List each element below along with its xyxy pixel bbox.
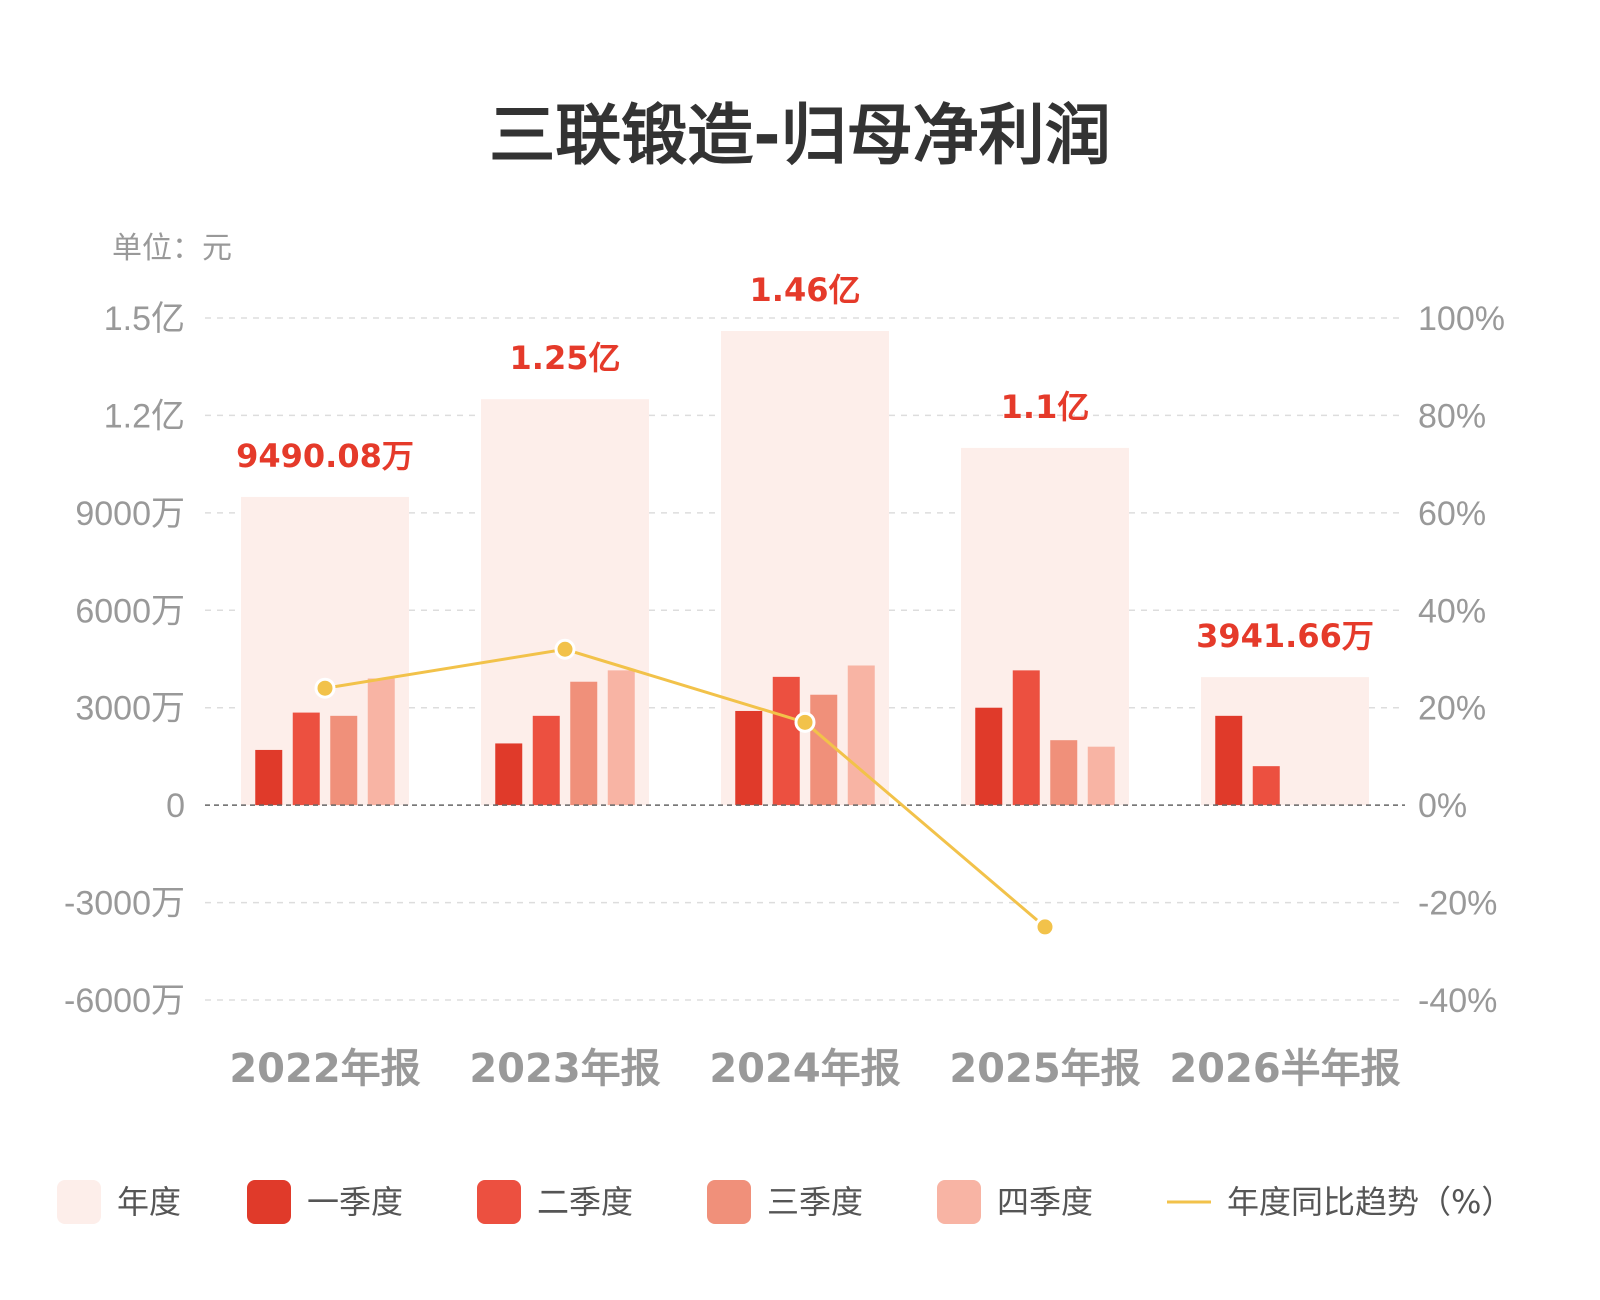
y-left-tick-label: 3000万 xyxy=(75,690,185,728)
quarter-bar-q4 xyxy=(1087,746,1115,806)
x-tick-label: 2024年报 xyxy=(709,1046,900,1092)
legend-swatch xyxy=(477,1180,521,1224)
annual-value-label: 9490.08万 xyxy=(236,437,414,475)
y-left-tick-label: 0 xyxy=(166,787,185,825)
quarter-bar-q1 xyxy=(255,749,283,806)
y-left-tick-label: -3000万 xyxy=(64,885,185,923)
quarter-bar-q2 xyxy=(532,715,560,806)
trend-point xyxy=(1034,916,1056,938)
quarter-bar-q1 xyxy=(495,743,523,806)
unit-label: 单位：元 xyxy=(112,231,232,266)
axis-labels: 1.5亿 1.2亿 9000万 6000万 3000万 0 -3000万 -6000万 100%… xyxy=(64,300,1505,1092)
y-right-tick-label: 80% xyxy=(1418,397,1486,435)
legend: 年度 一季度 二季度 三季度 四季度 年度同比趋势（%） xyxy=(57,1180,1513,1224)
quarter-bar-q3 xyxy=(570,681,598,806)
annual-value-label: 1.25亿 xyxy=(510,339,621,377)
quarter-bar-q2 xyxy=(1012,670,1040,806)
legend-label: 年度同比趋势（%） xyxy=(1227,1183,1513,1221)
quarter-bar-q3 xyxy=(330,715,358,806)
legend-label: 一季度 xyxy=(307,1183,403,1221)
legend-swatch xyxy=(247,1180,291,1224)
legend-swatch xyxy=(937,1180,981,1224)
y-left-tick-label: 6000万 xyxy=(75,592,185,630)
quarter-bar-q1 xyxy=(1215,715,1243,806)
x-tick-label: 2022年报 xyxy=(229,1046,420,1092)
quarter-bar-q2 xyxy=(772,676,800,806)
annual-value-label: 1.46亿 xyxy=(750,271,861,309)
y-right-tick-label: 20% xyxy=(1418,690,1486,728)
quarter-bar-q2 xyxy=(1252,766,1280,806)
x-tick-label: 2026半年报 xyxy=(1169,1046,1400,1092)
annual-value-label: 3941.66万 xyxy=(1196,617,1374,655)
y-left-tick-label: -6000万 xyxy=(64,982,185,1020)
y-right-tick-label: 60% xyxy=(1418,495,1486,533)
quarter-bars xyxy=(255,665,1280,806)
trend-line xyxy=(324,647,1046,929)
y-left-tick-label: 9000万 xyxy=(75,495,185,533)
quarter-bar-q3 xyxy=(1050,740,1078,806)
quarter-bar-q4 xyxy=(847,665,875,806)
trend-layer xyxy=(314,638,1056,938)
y-left-tick-label: 1.5亿 xyxy=(104,300,185,338)
x-tick-label: 2025年报 xyxy=(949,1046,1140,1092)
annual-bars xyxy=(241,330,1369,806)
trend-point xyxy=(314,677,336,699)
quarter-bar-q3 xyxy=(810,694,838,806)
quarter-bar-q4 xyxy=(367,678,395,806)
legend-label: 年度 xyxy=(117,1183,181,1221)
legend-swatch xyxy=(57,1180,101,1224)
quarter-bar-q2 xyxy=(292,712,320,806)
legend-label: 四季度 xyxy=(997,1183,1093,1221)
legend-label: 三季度 xyxy=(767,1183,863,1221)
quarter-bar-q1 xyxy=(735,710,763,806)
trend-point xyxy=(554,638,576,660)
quarter-bar-q4 xyxy=(607,670,635,806)
legend-swatch xyxy=(707,1180,751,1224)
trend-point xyxy=(794,711,816,733)
y-right-tick-label: 0% xyxy=(1418,787,1467,825)
legend-label: 二季度 xyxy=(537,1183,633,1221)
chart-title: 三联锻造-归母净利润 xyxy=(489,97,1110,174)
annual-value-label: 1.1亿 xyxy=(1001,388,1090,426)
annual-labels: 9490.08万 1.25亿 1.46亿 1.1亿 3941.66万 xyxy=(236,271,1374,655)
y-left-tick-label: 1.2亿 xyxy=(104,397,185,435)
y-right-tick-label: 40% xyxy=(1418,592,1486,630)
y-right-tick-label: -40% xyxy=(1418,982,1497,1020)
quarter-bar-q1 xyxy=(975,707,1003,806)
y-right-tick-label: 100% xyxy=(1418,300,1505,338)
x-tick-label: 2023年报 xyxy=(469,1046,660,1092)
y-right-tick-label: -20% xyxy=(1418,885,1497,923)
